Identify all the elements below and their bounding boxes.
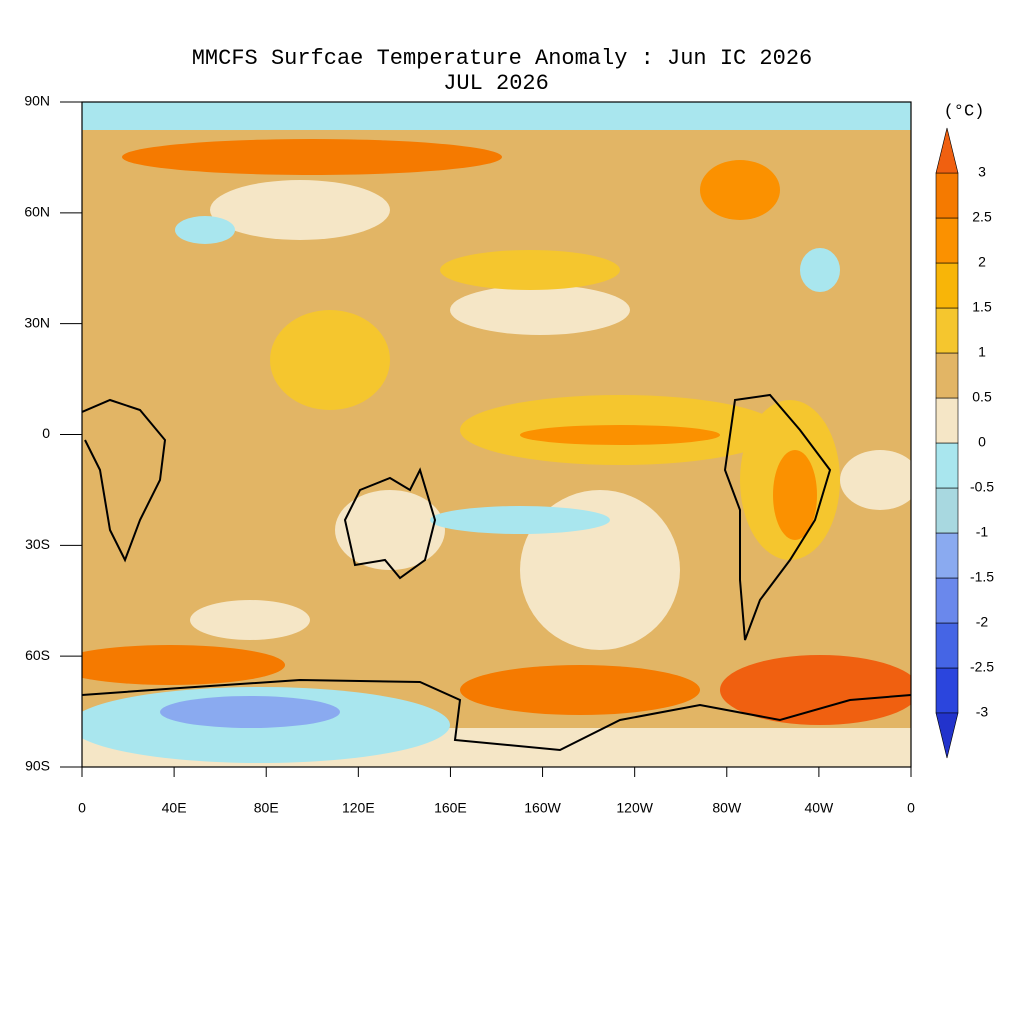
patch [520,425,720,445]
colorbar-label: 3 [978,164,986,180]
coastline [343,467,437,580]
colorbar-bin [935,667,959,714]
x-tick-label: 0 [78,800,86,816]
patch [270,310,390,410]
y-tick-label: 30S [25,536,50,552]
patch [700,160,780,220]
colorbar-label: -2 [976,614,989,630]
colorbar-bin [935,622,959,669]
patch [450,285,630,335]
colorbar-label: 0 [978,434,986,450]
colorbar-label: 0.5 [972,389,992,405]
x-tick-label: 0 [907,800,915,816]
colorbar-bin [935,217,959,264]
patch [840,450,911,510]
colorbar-bin [935,397,959,444]
colorbar-label: 2 [978,254,986,270]
colorbar-label: -0.5 [970,479,994,495]
colorbar-bin [935,442,959,489]
patch [82,645,285,685]
x-tick-label: 80W [712,800,742,816]
patch [122,139,502,175]
anomaly-field [82,102,911,767]
colorbar-label: 1 [978,344,986,360]
colorbar-unit: (°C) [944,102,985,121]
y-tick-label: 30N [24,314,50,330]
x-tick-label: 120E [342,800,375,816]
patch [800,248,840,292]
colorbar-bin [935,487,959,534]
patch [190,600,310,640]
patch [720,655,911,725]
y-tick-label: 90N [24,93,50,109]
colorbar-over [935,127,959,174]
patch [82,102,911,130]
x-tick-label: 120W [616,800,653,816]
title: MMCFS Surfcae Temperature Anomaly : Jun … [192,46,813,71]
y-tick-label: 0 [42,425,50,441]
colorbar-label: 1.5 [972,299,992,315]
colorbar-bin [935,532,959,579]
y-tick-label: 90S [25,758,50,774]
patch [175,216,235,244]
x-tick-label: 40E [162,800,187,816]
subtitle: JUL 2026 [443,71,549,96]
colorbar-bin [935,352,959,399]
patch [460,665,700,715]
patch [210,180,390,240]
patch [430,506,610,534]
y-tick-label: 60N [24,204,50,220]
colorbar-label: -3 [976,704,989,720]
x-tick-label: 160W [524,800,561,816]
colorbar-label: 2.5 [972,209,992,225]
coastline [82,398,167,563]
x-tick-label: 160E [434,800,467,816]
patch [773,450,817,540]
x-tick-label: 80E [254,800,279,816]
patch [440,250,620,290]
colorbar-label: -2.5 [970,659,994,675]
colorbar-bin [935,262,959,309]
colorbar-under [935,712,959,759]
patch [160,696,340,728]
coastline [723,393,832,641]
colorbar-label: -1.5 [970,569,994,585]
colorbar-bin [935,172,959,219]
patch [335,490,445,570]
colorbar-bin [935,577,959,624]
x-tick-label: 40W [804,800,834,816]
y-tick-label: 60S [25,647,50,663]
colorbar-label: -1 [976,524,989,540]
colorbar-bin [935,307,959,354]
coastline [82,678,911,752]
